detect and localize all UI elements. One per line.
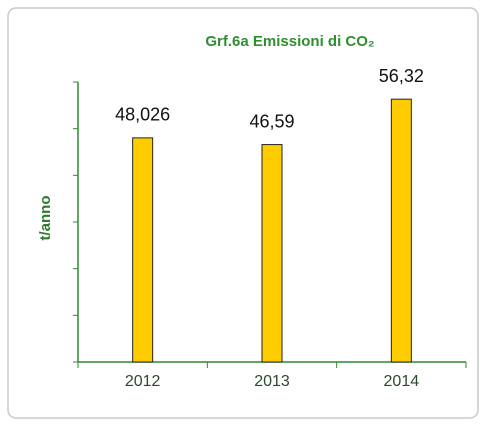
bar: [390, 98, 412, 363]
x-tick-label: 2012: [125, 373, 161, 390]
chart-frame: [7, 7, 479, 419]
value-label: 46,59: [249, 111, 294, 131]
x-tick-label: 2013: [254, 373, 290, 390]
value-label: 56,32: [379, 66, 424, 86]
chart-title: Grf.6a Emissioni di CO₂: [205, 33, 374, 50]
y-axis-label: t/anno: [37, 196, 54, 241]
bar: [132, 137, 154, 363]
bar: [261, 144, 283, 363]
x-tick-label: 2014: [384, 373, 420, 390]
value-label: 48,026: [115, 105, 170, 125]
